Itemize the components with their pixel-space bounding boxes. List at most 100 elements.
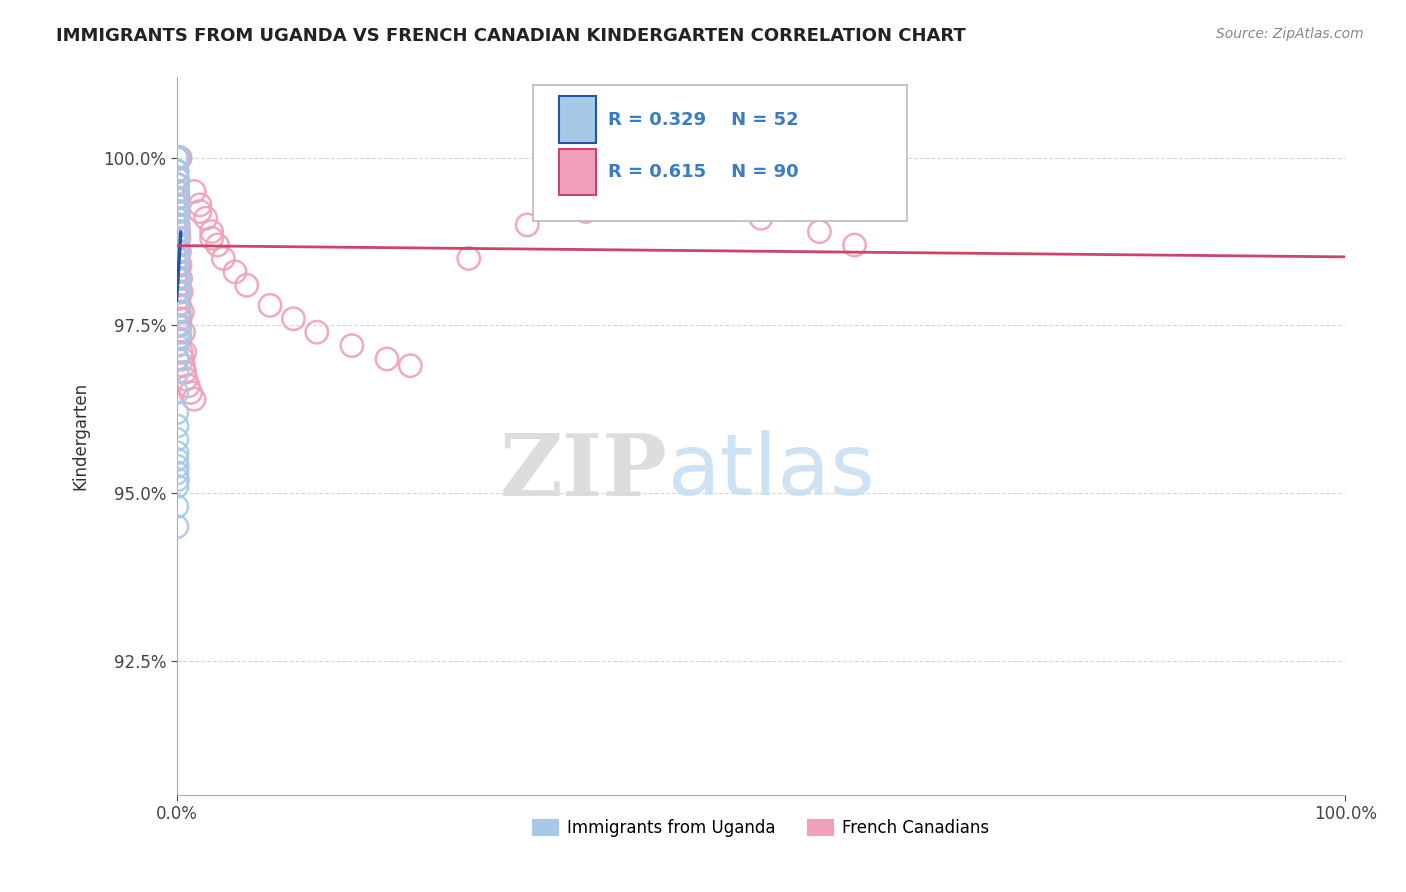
Text: Source: ZipAtlas.com: Source: ZipAtlas.com — [1216, 27, 1364, 41]
Point — [375, 351, 398, 366]
Point — [167, 271, 190, 285]
Point — [166, 164, 188, 178]
Point — [173, 365, 195, 379]
Point — [167, 225, 190, 239]
Point — [167, 258, 190, 272]
Point — [169, 325, 191, 339]
Point — [166, 211, 188, 226]
FancyBboxPatch shape — [558, 96, 596, 143]
Point — [166, 164, 188, 178]
Point — [166, 519, 188, 533]
Point — [167, 151, 190, 165]
Point — [167, 218, 190, 232]
Point — [166, 211, 188, 226]
Point — [183, 185, 205, 199]
Point — [166, 231, 188, 245]
Point — [169, 151, 191, 165]
Point — [167, 218, 190, 232]
Point — [166, 446, 188, 460]
Point — [173, 345, 195, 359]
Point — [167, 305, 190, 319]
Point — [167, 271, 190, 285]
Point — [166, 151, 188, 165]
Point — [166, 419, 188, 434]
Point — [166, 285, 188, 299]
Point — [174, 372, 197, 386]
FancyBboxPatch shape — [558, 149, 596, 195]
Point — [173, 325, 195, 339]
Point — [224, 265, 246, 279]
Point — [166, 466, 188, 480]
Point — [167, 204, 190, 219]
Point — [166, 351, 188, 366]
Text: R = 0.329    N = 52: R = 0.329 N = 52 — [607, 111, 799, 129]
Point — [166, 185, 188, 199]
Point — [166, 238, 188, 252]
Point — [166, 185, 188, 199]
Point — [166, 406, 188, 420]
Text: ZIP: ZIP — [499, 430, 668, 514]
Point — [169, 305, 191, 319]
Point — [166, 171, 188, 186]
FancyBboxPatch shape — [533, 85, 907, 221]
Point — [305, 325, 328, 339]
Point — [166, 151, 188, 165]
Point — [283, 311, 305, 326]
Point — [167, 151, 190, 165]
Point — [167, 292, 190, 306]
Point — [169, 258, 191, 272]
Point — [457, 252, 479, 266]
Point — [167, 278, 190, 293]
Point — [166, 185, 188, 199]
Point — [166, 151, 188, 165]
Point — [749, 211, 772, 226]
Point — [166, 258, 188, 272]
Point — [166, 151, 188, 165]
Point — [166, 452, 188, 467]
Point — [172, 351, 194, 366]
Point — [516, 218, 538, 232]
Point — [166, 318, 188, 333]
Point — [167, 244, 190, 259]
Point — [575, 204, 598, 219]
Point — [169, 244, 191, 259]
Point — [166, 298, 188, 312]
Point — [167, 285, 190, 299]
Point — [166, 185, 188, 199]
Point — [201, 231, 224, 245]
Point — [169, 332, 191, 346]
Point — [167, 285, 190, 299]
Point — [166, 178, 188, 192]
Point — [166, 191, 188, 205]
Legend: Immigrants from Uganda, French Canadians: Immigrants from Uganda, French Canadians — [526, 813, 995, 844]
Point — [166, 433, 188, 447]
Point — [166, 151, 188, 165]
Text: R = 0.615    N = 90: R = 0.615 N = 90 — [607, 163, 799, 181]
Point — [194, 211, 217, 226]
Point — [166, 151, 188, 165]
Point — [166, 151, 188, 165]
Point — [808, 225, 831, 239]
Point — [166, 151, 188, 165]
Point — [188, 204, 211, 219]
Point — [166, 271, 188, 285]
Point — [166, 231, 188, 245]
Point — [166, 151, 188, 165]
Point — [177, 379, 200, 393]
Point — [166, 198, 188, 212]
Y-axis label: Kindergarten: Kindergarten — [72, 382, 89, 490]
Point — [166, 151, 188, 165]
Point — [166, 225, 188, 239]
Point — [166, 191, 188, 205]
Point — [183, 392, 205, 407]
Point — [170, 285, 193, 299]
Point — [633, 191, 655, 205]
Point — [169, 318, 191, 333]
Point — [166, 332, 188, 346]
Point — [166, 191, 188, 205]
Point — [166, 198, 188, 212]
Point — [166, 164, 188, 178]
Point — [166, 151, 188, 165]
Point — [166, 151, 188, 165]
Point — [166, 164, 188, 178]
